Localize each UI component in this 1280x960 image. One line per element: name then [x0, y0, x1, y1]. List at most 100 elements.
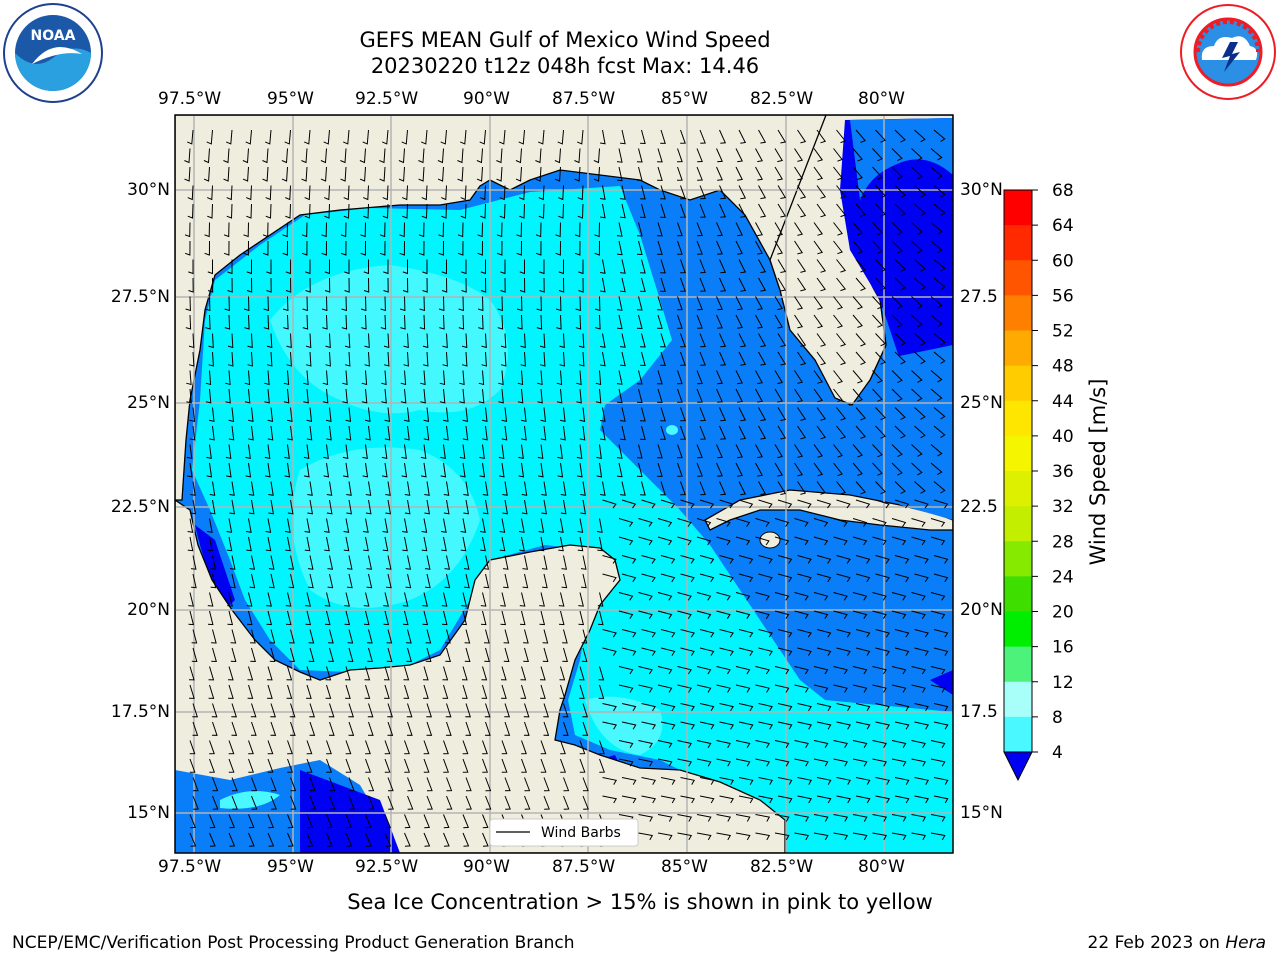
wind-barb	[557, 129, 564, 145]
wind-barb	[677, 518, 692, 527]
wind-barb	[597, 592, 604, 607]
wind-barb	[465, 703, 471, 718]
colorbar-segment	[1004, 225, 1032, 261]
wind-barb	[813, 166, 824, 181]
wind-barb	[481, 333, 487, 349]
wind-barb	[755, 296, 763, 311]
wind-barb	[249, 555, 256, 570]
wind-barb	[758, 259, 767, 274]
wind-barb	[735, 610, 751, 619]
wind-barb	[267, 758, 274, 773]
wind-barb	[184, 148, 191, 164]
wind-barb	[284, 444, 290, 460]
wind-barb	[911, 462, 923, 476]
wind-barb	[287, 425, 293, 441]
wind-barb	[266, 351, 273, 367]
wind-barb	[875, 555, 890, 564]
wind-barb	[696, 832, 712, 841]
calm-patch-cayman	[930, 670, 953, 695]
wind-barb	[286, 407, 293, 423]
wind-barb	[816, 425, 827, 440]
wind-barb	[518, 462, 525, 478]
wind-barb	[616, 370, 623, 385]
wind-barb	[519, 536, 525, 552]
wind-barb	[502, 499, 509, 515]
wind-barb	[894, 333, 906, 347]
wind-barb	[383, 277, 389, 293]
wind-barb	[696, 240, 703, 255]
wind-barb	[636, 296, 643, 311]
wind-barb	[384, 425, 391, 441]
wind-barb	[285, 592, 292, 607]
wind-barb	[380, 296, 386, 312]
wind-barb	[930, 222, 943, 235]
wind-barb	[480, 203, 486, 219]
wind-barb	[287, 740, 293, 755]
wind-barb	[636, 166, 643, 182]
wind-barb	[555, 240, 561, 256]
wind-barb	[497, 296, 503, 312]
wind-barb	[326, 425, 332, 441]
wind-barb	[852, 240, 863, 254]
wind-barb	[618, 536, 634, 546]
wind-barb	[443, 758, 450, 773]
wind-barb	[538, 129, 545, 145]
wind-barb	[738, 703, 754, 712]
wind-barb	[205, 314, 211, 330]
wind-barb	[248, 758, 255, 773]
wind-barb	[716, 684, 731, 693]
wind-barb	[248, 425, 254, 441]
wind-barb	[368, 795, 375, 810]
wind-barb	[774, 518, 790, 527]
wind-barb	[463, 555, 470, 570]
wind-barb	[875, 777, 890, 785]
wind-barb	[641, 703, 656, 712]
wind-barb	[616, 240, 623, 256]
wind-barb	[290, 795, 297, 810]
wind-barb	[323, 462, 330, 478]
wind-barb	[875, 703, 890, 712]
wind-barb	[911, 388, 923, 402]
wind-barb	[440, 129, 447, 145]
wind-barb	[520, 684, 527, 699]
wind-barb	[243, 240, 249, 256]
wind-barb	[362, 462, 369, 478]
wind-barb	[365, 814, 372, 829]
wind-barb	[503, 629, 510, 644]
wind-barb	[308, 647, 315, 663]
wind-barb	[735, 684, 751, 693]
wind-barb	[343, 518, 350, 533]
wind-barb	[719, 481, 727, 496]
wind-barb	[660, 499, 676, 509]
wind-barb	[738, 203, 747, 218]
wind-barb	[523, 721, 530, 736]
lon-top-7: 80°W	[858, 89, 905, 109]
wind-barb	[245, 462, 252, 478]
wind-barb	[362, 444, 368, 460]
wind-barb	[657, 222, 663, 237]
wind-barb	[537, 370, 543, 386]
wind-barb	[500, 333, 507, 349]
wind-barb	[738, 351, 747, 366]
wind-barb	[345, 684, 351, 699]
wind-barb	[699, 407, 706, 422]
wind-barb	[443, 814, 450, 829]
wind-barb	[696, 314, 703, 329]
wind-barb	[184, 166, 191, 182]
wind-barb	[223, 240, 230, 256]
wind-barb	[362, 129, 369, 145]
wind-barb	[320, 148, 327, 164]
wind-barb	[640, 333, 646, 348]
wind-barb	[457, 166, 464, 182]
wind-barb	[191, 573, 197, 589]
lon-top-1: 95°W	[267, 89, 314, 109]
land-cuba	[704, 489, 953, 531]
wind-barb	[758, 721, 773, 730]
wind-barb	[500, 610, 507, 626]
wind-barb	[579, 758, 586, 773]
wind-barb	[657, 148, 663, 163]
wind-barb	[479, 444, 485, 460]
wind-barb	[813, 314, 824, 329]
wind-barb	[262, 240, 269, 256]
wind-barb	[225, 444, 232, 460]
